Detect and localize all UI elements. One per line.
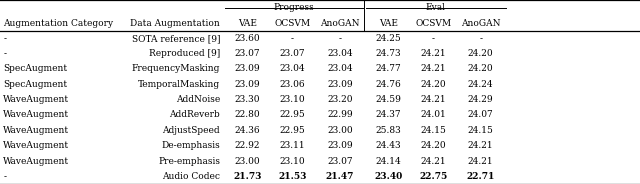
Text: 24.24: 24.24 <box>468 80 493 89</box>
Text: Augmentation Category: Augmentation Category <box>3 19 113 27</box>
Text: FrequencyMasking: FrequencyMasking <box>132 65 220 73</box>
Text: 21.53: 21.53 <box>278 172 307 181</box>
Text: 22.92: 22.92 <box>235 141 260 150</box>
Text: 24.20: 24.20 <box>468 65 493 73</box>
Text: Reproduced [9]: Reproduced [9] <box>149 49 220 58</box>
Text: 23.09: 23.09 <box>327 141 353 150</box>
Text: 24.14: 24.14 <box>376 157 401 165</box>
Text: 24.20: 24.20 <box>420 141 446 150</box>
Text: 24.21: 24.21 <box>420 157 446 165</box>
Text: 21.73: 21.73 <box>234 172 262 181</box>
Text: De-emphasis: De-emphasis <box>161 141 220 150</box>
Text: 24.29: 24.29 <box>468 95 493 104</box>
Text: 24.73: 24.73 <box>376 49 401 58</box>
Text: 23.06: 23.06 <box>280 80 305 89</box>
Text: 24.20: 24.20 <box>468 49 493 58</box>
Text: 23.00: 23.00 <box>235 157 260 165</box>
Text: -: - <box>432 34 435 43</box>
Text: Eval: Eval <box>426 3 446 12</box>
Text: 24.21: 24.21 <box>420 49 446 58</box>
Text: 23.10: 23.10 <box>280 95 305 104</box>
Text: WaveAugment: WaveAugment <box>3 95 69 104</box>
Text: 23.07: 23.07 <box>280 49 305 58</box>
Text: 22.99: 22.99 <box>327 111 353 119</box>
Text: OCSVM: OCSVM <box>415 19 451 27</box>
Text: 22.80: 22.80 <box>235 111 260 119</box>
Text: 23.11: 23.11 <box>280 141 305 150</box>
Text: TemporalMasking: TemporalMasking <box>138 80 220 89</box>
Text: 25.83: 25.83 <box>376 126 401 135</box>
Text: 23.00: 23.00 <box>327 126 353 135</box>
Text: 23.07: 23.07 <box>235 49 260 58</box>
Text: 23.04: 23.04 <box>327 49 353 58</box>
Text: 24.21: 24.21 <box>468 157 493 165</box>
Text: 21.47: 21.47 <box>326 172 354 181</box>
Text: 23.09: 23.09 <box>235 65 260 73</box>
Text: 24.76: 24.76 <box>376 80 401 89</box>
Text: -: - <box>3 49 6 58</box>
Text: 24.37: 24.37 <box>376 111 401 119</box>
Text: 23.09: 23.09 <box>235 80 260 89</box>
Text: AnoGAN: AnoGAN <box>461 19 500 27</box>
Text: -: - <box>3 34 6 43</box>
Text: 24.21: 24.21 <box>420 65 446 73</box>
Text: 24.59: 24.59 <box>376 95 401 104</box>
Text: SpecAugment: SpecAugment <box>3 65 67 73</box>
Text: 23.04: 23.04 <box>327 65 353 73</box>
Text: 23.10: 23.10 <box>280 157 305 165</box>
Text: 22.75: 22.75 <box>419 172 447 181</box>
Text: AdjustSpeed: AdjustSpeed <box>163 126 220 135</box>
Text: Audio Codec: Audio Codec <box>162 172 220 181</box>
Text: 24.36: 24.36 <box>235 126 260 135</box>
Text: 24.01: 24.01 <box>420 111 446 119</box>
Text: -: - <box>479 34 482 43</box>
Text: -: - <box>339 34 341 43</box>
Text: WaveAugment: WaveAugment <box>3 157 69 165</box>
Text: 23.04: 23.04 <box>280 65 305 73</box>
Text: WaveAugment: WaveAugment <box>3 111 69 119</box>
Text: 24.07: 24.07 <box>468 111 493 119</box>
Text: WaveAugment: WaveAugment <box>3 126 69 135</box>
Text: 22.95: 22.95 <box>280 111 305 119</box>
Text: 23.09: 23.09 <box>327 80 353 89</box>
Text: 23.20: 23.20 <box>327 95 353 104</box>
Text: 24.21: 24.21 <box>420 95 446 104</box>
Text: 23.07: 23.07 <box>327 157 353 165</box>
Text: 22.95: 22.95 <box>280 126 305 135</box>
Text: 24.43: 24.43 <box>376 141 401 150</box>
Text: VAE: VAE <box>238 19 257 27</box>
Text: 23.40: 23.40 <box>374 172 403 181</box>
Text: 23.60: 23.60 <box>235 34 260 43</box>
Text: VAE: VAE <box>379 19 398 27</box>
Text: -: - <box>291 34 294 43</box>
Text: AddNoise: AddNoise <box>176 95 220 104</box>
Text: -: - <box>3 172 6 181</box>
Text: Pre-emphasis: Pre-emphasis <box>158 157 220 165</box>
Text: AddReverb: AddReverb <box>170 111 220 119</box>
Text: SOTA reference [9]: SOTA reference [9] <box>132 34 220 43</box>
Text: 24.15: 24.15 <box>468 126 493 135</box>
Text: 22.71: 22.71 <box>467 172 495 181</box>
Text: Data Augmentation: Data Augmentation <box>131 19 220 27</box>
Text: 24.20: 24.20 <box>420 80 446 89</box>
Text: WaveAugment: WaveAugment <box>3 141 69 150</box>
Text: Progress: Progress <box>274 3 314 12</box>
Text: AnoGAN: AnoGAN <box>320 19 360 27</box>
Text: 23.30: 23.30 <box>235 95 260 104</box>
Text: 24.21: 24.21 <box>468 141 493 150</box>
Text: 24.77: 24.77 <box>376 65 401 73</box>
Text: OCSVM: OCSVM <box>275 19 310 27</box>
Text: 24.15: 24.15 <box>420 126 446 135</box>
Text: 24.25: 24.25 <box>376 34 401 43</box>
Text: SpecAugment: SpecAugment <box>3 80 67 89</box>
